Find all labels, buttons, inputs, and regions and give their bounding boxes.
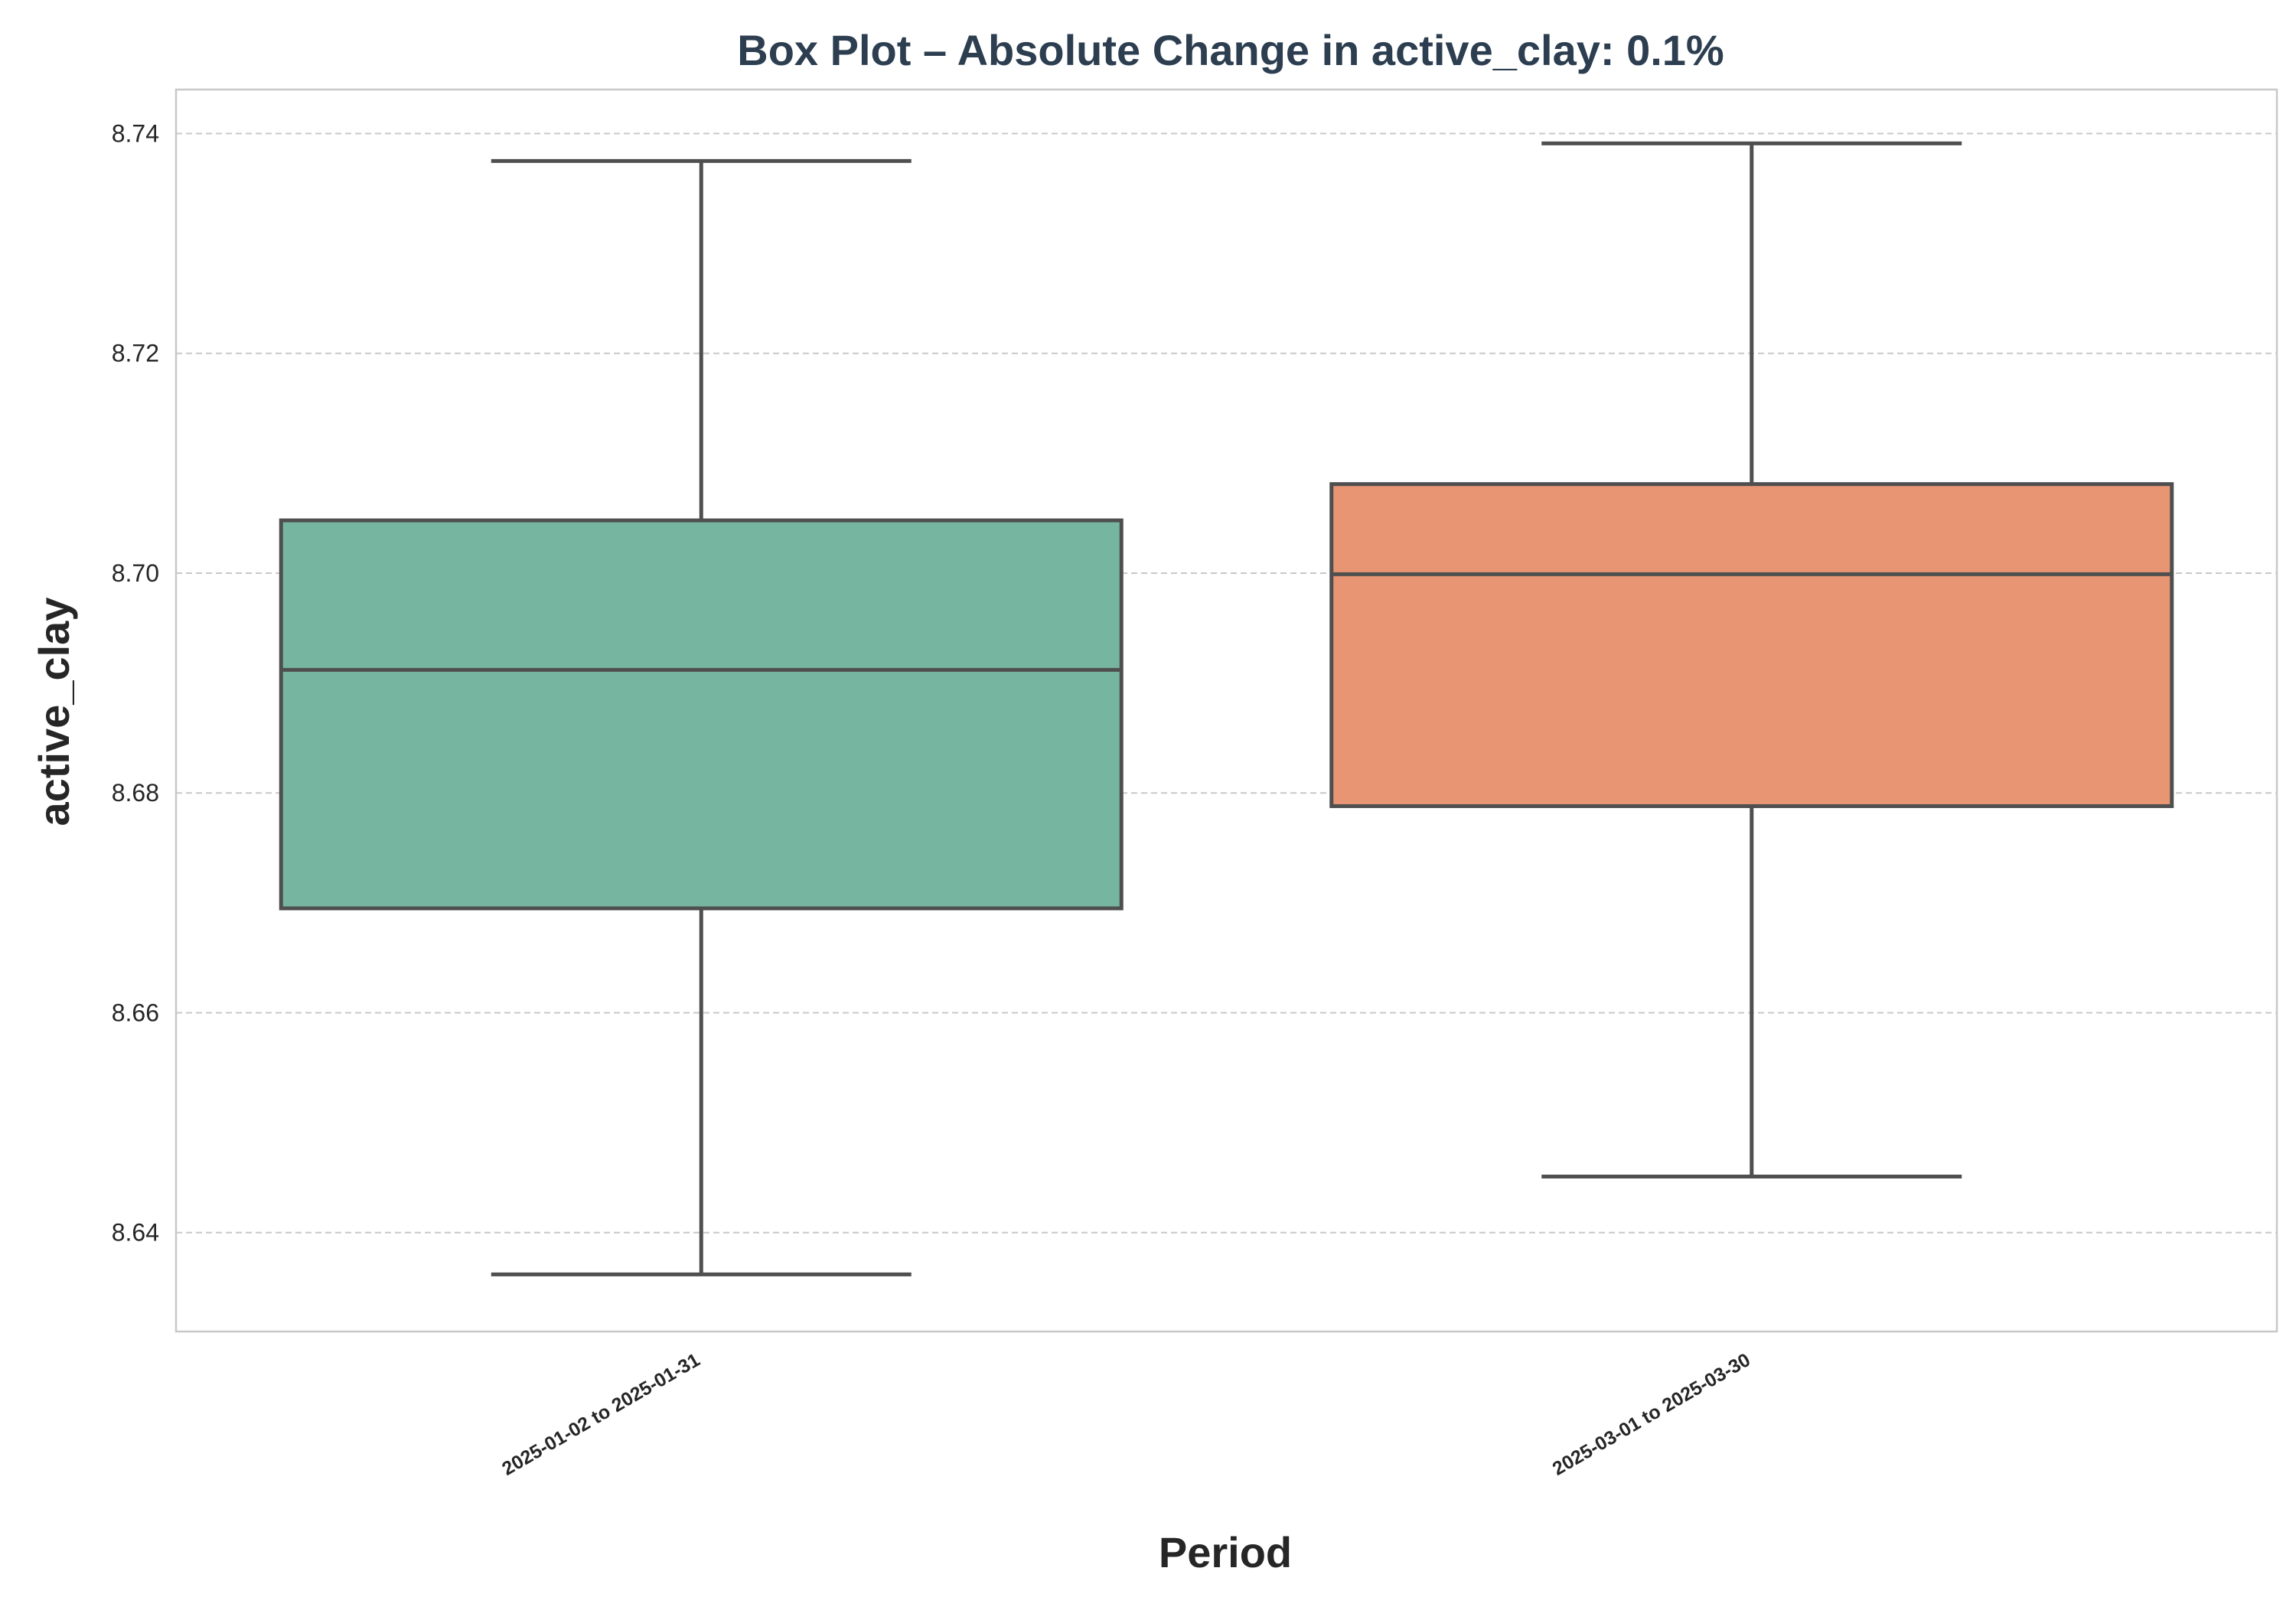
box-group (1329, 141, 2174, 1178)
y-axis-label: active_clay (30, 598, 78, 826)
y-tick-label: 8.70 (112, 559, 159, 587)
x-tick-label: 2025-01-02 to 2025-01-31 (498, 1349, 703, 1480)
x-axis-ticks: 2025-01-02 to 2025-01-31 2025-03-01 to 20… (498, 1349, 1753, 1480)
y-tick-label: 8.72 (112, 340, 159, 367)
plot-frame (174, 88, 2278, 1333)
y-tick-label: 8.74 (112, 119, 159, 147)
iqr-box (1329, 482, 2174, 808)
y-axis-ticks: 8.64 8.66 8.68 8.70 8.72 8.74 (112, 119, 159, 1246)
iqr-box (279, 518, 1124, 911)
x-tick-label: 2025-03-01 to 2025-03-30 (1549, 1349, 1754, 1480)
y-tick-label: 8.68 (112, 779, 159, 807)
chart-title: Box Plot – Absolute Change in active_cla… (737, 26, 1724, 74)
boxes-layer (279, 141, 2174, 1276)
y-tick-label: 8.66 (112, 999, 159, 1026)
x-axis-label: Period (1159, 1528, 1292, 1576)
y-tick-label: 8.64 (112, 1219, 159, 1247)
box-group (279, 158, 1124, 1276)
